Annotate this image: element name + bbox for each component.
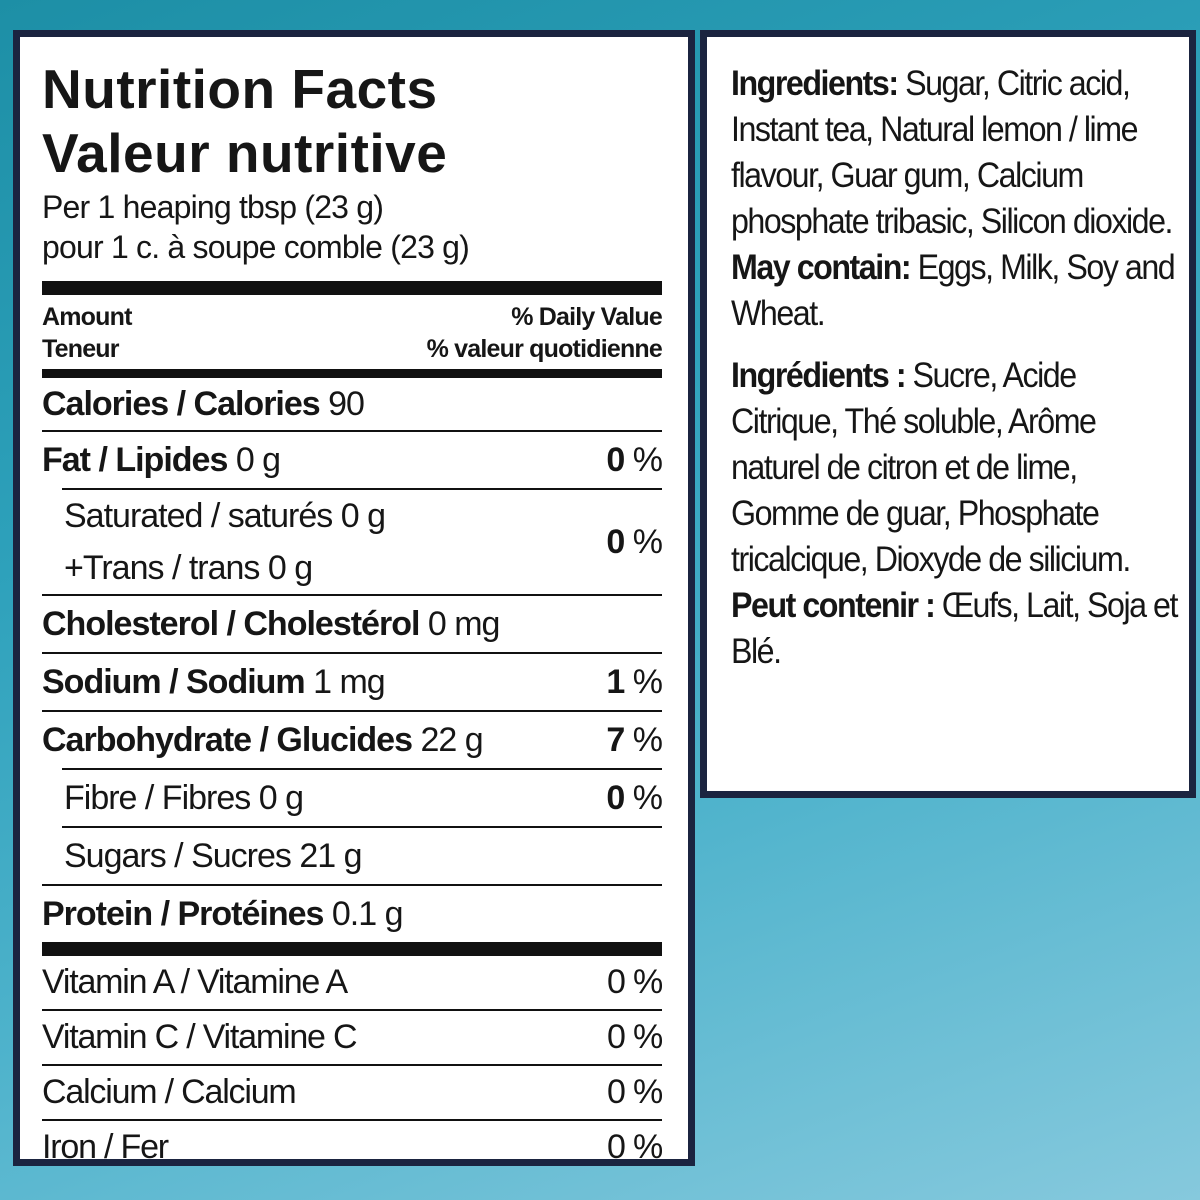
sodium-pct-sign: % [632,662,663,701]
sodium-pct: 1 [606,662,625,701]
ingredients-heading-en: Ingredients: [731,64,899,103]
vitamin-row: Vitamin A / Vitamine A 0 % [42,956,663,1009]
divider [42,710,662,712]
iron-label: Iron / Fer [42,1128,169,1166]
fibre-pct-sign: % [632,778,663,817]
serving-size-en: Per 1 heaping tbsp (23 g) [42,189,384,225]
nutrition-facts-panel: Nutrition Facts Valeur nutritive Per 1 h… [13,30,695,1166]
divider [42,652,662,654]
ingredients-heading-fr: Ingrédients : [731,356,907,395]
divider [62,488,662,490]
daily-value-label-fr: % valeur quotidienne [426,335,663,363]
calcium-pct: 0 % [607,1073,663,1111]
ingredients-panel: Ingredients: Sugar, Citric acid, Instant… [700,30,1196,798]
divider-medium [42,369,662,378]
protein-row: Protein / Protéines 0.1 g [42,886,662,942]
vitamin-row: Iron / Fer 0 % [42,1121,663,1174]
divider [42,594,662,596]
amount-label-fr: Teneur [42,335,119,363]
ingredients-fr: Ingrédients : Sucre, Acide Citrique, Thé… [731,353,1186,583]
sat-trans-pct-sign: % [632,522,663,561]
calories-label: Calories / Calories [42,384,321,423]
saturated-trans-row: Saturated / saturés 0 g +Trans / trans 0… [42,490,663,594]
may-contain-fr: Peut contenir : Œufs, Lait, Soja et Blé. [731,583,1186,675]
divider-thick [42,281,662,295]
may-contain-en: May contain: Eggs, Milk, Soy and Wheat. [731,245,1186,337]
trans-label: +Trans / trans 0 g [64,549,313,587]
may-contain-heading-en: May contain: [731,248,912,287]
saturated-label: Saturated / saturés 0 g [64,497,386,535]
fat-row: Fat / Lipides 0 g 0 % [42,432,663,488]
vitamin-a-pct: 0 % [607,963,663,1001]
sugars-row: Sugars / Sucres 21 g [42,828,662,884]
divider [62,768,662,770]
fibre-label: Fibre / Fibres 0 g [64,778,304,817]
vitamin-c-pct: 0 % [607,1018,663,1056]
cholesterol-value: 0 mg [427,604,501,643]
sat-trans-pct: 0 [606,522,625,561]
amount-label-en: Amount [42,303,132,331]
ingredients-list-fr: Sucre, Acide Citrique, Thé soluble, Arôm… [731,356,1131,579]
carbohydrate-value: 22 g [420,720,483,759]
protein-label: Protein / Protéines [42,894,324,933]
calories-row: Calories / Calories 90 [42,378,662,430]
sodium-label: Sodium / Sodium [42,662,306,701]
ingredients-list-en: Sugar, Citric acid, Instant tea, Natural… [731,64,1174,241]
fibre-row: Fibre / Fibres 0 g 0 % [42,770,663,826]
fibre-pct: 0 [606,778,625,817]
vitamin-a-label: Vitamin A / Vitamine A [42,963,348,1001]
serving-size-fr: pour 1 c. à soupe comble (23 g) [42,229,470,265]
divider [42,1009,662,1011]
divider-thick [42,942,662,956]
may-contain-list-en: Eggs, Milk, Soy and Wheat. [731,248,1176,333]
cholesterol-row: Cholesterol / Cholestérol 0 mg [42,596,662,652]
daily-value-label-en: % Daily Value [511,303,663,331]
divider [42,430,662,432]
divider [42,884,662,886]
divider [62,826,662,828]
sugars-label: Sugars / Sucres 21 g [64,836,363,875]
sodium-row: Sodium / Sodium 1 mg 1 % [42,654,663,710]
fat-value: 0 g [235,440,281,479]
cholesterol-label: Cholesterol / Cholestérol [42,604,420,643]
calories-value: 90 [328,384,365,423]
divider [42,1119,662,1121]
nutrition-title-fr: Valeur nutritive [42,122,448,184]
sodium-value: 1 mg [313,662,386,701]
carbohydrate-row: Carbohydrate / Glucides 22 g 7 % [42,712,663,768]
vitamin-row: Vitamin C / Vitamine C 0 % [42,1011,663,1064]
may-contain-list-fr: Œufs, Lait, Soja et Blé. [731,586,1178,671]
vitamin-row: Calcium / Calcium 0 % [42,1066,663,1119]
divider [42,1064,662,1066]
header-row: Amount Teneur % Daily Value % valeur quo… [42,295,663,369]
fat-label: Fat / Lipides [42,440,228,479]
iron-pct: 0 % [607,1128,663,1166]
carbohydrate-pct-sign: % [632,720,663,759]
fat-pct-sign: % [632,440,663,479]
carbohydrate-pct: 7 [606,720,625,759]
carbohydrate-label: Carbohydrate / Glucides [42,720,413,759]
ingredients-en: Ingredients: Sugar, Citric acid, Instant… [731,61,1186,245]
may-contain-heading-fr: Peut contenir : [731,586,936,625]
nutrition-title-en: Nutrition Facts [42,58,438,120]
calcium-label: Calcium / Calcium [42,1073,297,1111]
fat-pct: 0 [606,440,625,479]
protein-value: 0.1 g [331,894,404,933]
vitamin-c-label: Vitamin C / Vitamine C [42,1018,358,1056]
